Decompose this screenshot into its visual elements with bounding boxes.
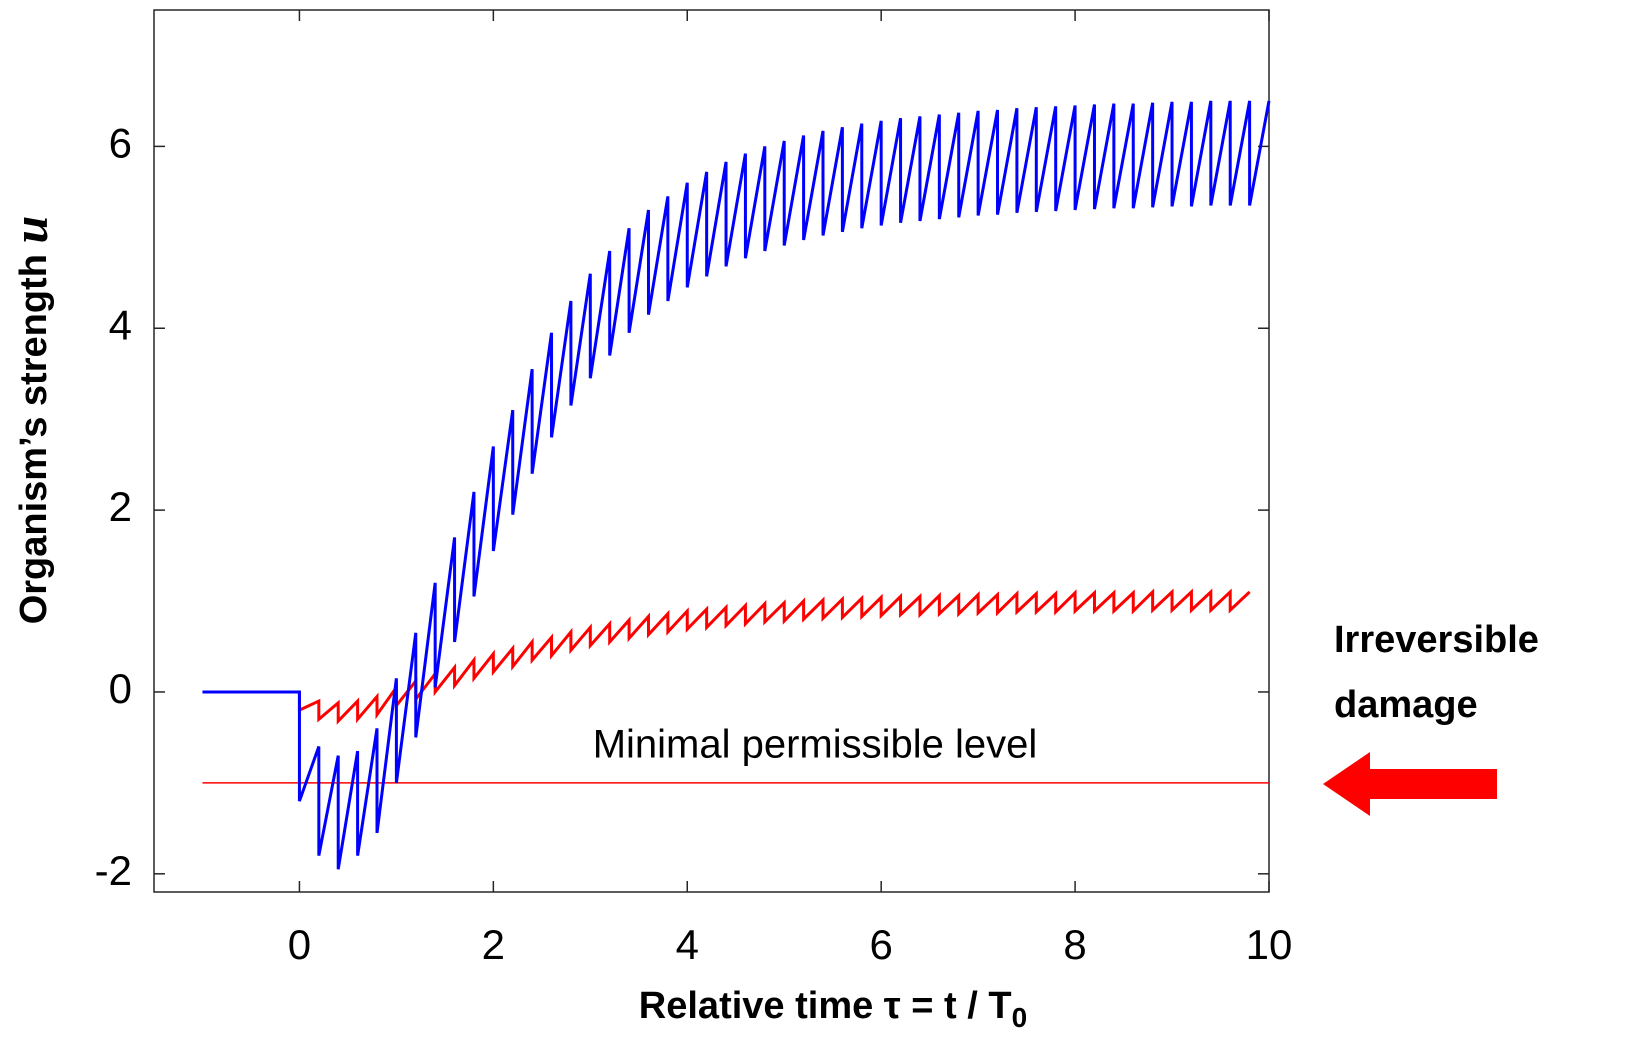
y-label-symbol: u <box>2 216 58 244</box>
y-axis-label: Organism’s strength u <box>2 216 58 625</box>
x-label-subscript: 0 <box>1012 1002 1028 1033</box>
x-tick-label: 4 <box>676 921 699 968</box>
y-tick-label: -2 <box>95 847 132 894</box>
x-tick-label: 6 <box>869 921 892 968</box>
x-axis-label: Relative time τ = t / T0 <box>639 985 1027 1033</box>
x-tick-label: 2 <box>482 921 505 968</box>
x-label-text: Relative time τ = t / T <box>639 985 1012 1027</box>
series-line <box>202 100 1271 870</box>
y-label-text: Organism’s strength <box>13 244 55 625</box>
y-tick-label: 2 <box>109 483 132 530</box>
plot-frame <box>153 9 1270 893</box>
x-tick-label: 8 <box>1063 921 1086 968</box>
y-tick-label: 4 <box>109 301 132 348</box>
y-tick-label: 6 <box>109 119 132 166</box>
x-tick-label: 10 <box>1246 921 1293 968</box>
series-line <box>202 588 1251 725</box>
reference-label: Minimal permissible level <box>593 723 1038 767</box>
side-note: Irreversible <box>1334 619 1539 661</box>
y-tick-label: 0 <box>109 665 132 712</box>
arrow <box>1323 752 1497 816</box>
x-tick-label: 0 <box>288 921 311 968</box>
side-note: damage <box>1334 684 1478 726</box>
